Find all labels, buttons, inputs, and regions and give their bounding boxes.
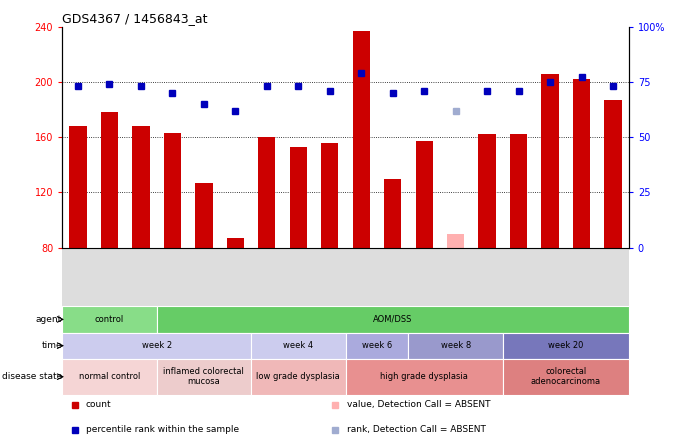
Bar <box>478 135 496 248</box>
Text: percentile rank within the sample: percentile rank within the sample <box>86 425 239 434</box>
Bar <box>415 141 433 248</box>
Bar <box>258 137 276 248</box>
Bar <box>101 112 118 248</box>
Bar <box>503 359 629 395</box>
Bar <box>251 333 346 359</box>
Bar <box>164 133 181 248</box>
Text: GDS4367 / 1456843_at: GDS4367 / 1456843_at <box>62 12 208 25</box>
Bar <box>62 359 157 395</box>
Bar <box>157 306 629 333</box>
Bar <box>132 126 149 248</box>
Bar <box>346 333 408 359</box>
Text: count: count <box>86 400 112 409</box>
Text: AOM/DSS: AOM/DSS <box>373 315 413 324</box>
Text: high grade dysplasia: high grade dysplasia <box>380 372 468 381</box>
Bar <box>384 178 401 248</box>
Text: normal control: normal control <box>79 372 140 381</box>
Bar <box>352 31 370 248</box>
Bar <box>573 79 590 248</box>
Text: week 6: week 6 <box>362 341 392 350</box>
Bar <box>510 135 527 248</box>
Text: low grade dysplasia: low grade dysplasia <box>256 372 340 381</box>
Text: inflamed colorectal
mucosa: inflamed colorectal mucosa <box>163 367 245 386</box>
Text: value, Detection Call = ABSENT: value, Detection Call = ABSENT <box>347 400 490 409</box>
Bar <box>195 182 213 248</box>
Text: time: time <box>41 341 62 350</box>
Bar <box>62 306 157 333</box>
Bar <box>290 147 307 248</box>
Bar <box>62 333 251 359</box>
Bar <box>605 100 622 248</box>
Text: week 8: week 8 <box>441 341 471 350</box>
Text: week 4: week 4 <box>283 341 313 350</box>
Text: rank, Detection Call = ABSENT: rank, Detection Call = ABSENT <box>347 425 486 434</box>
Bar <box>346 359 503 395</box>
Bar <box>503 333 629 359</box>
Text: disease state: disease state <box>2 372 62 381</box>
Bar <box>69 126 86 248</box>
Bar <box>542 74 559 248</box>
Text: week 20: week 20 <box>548 341 583 350</box>
Text: week 2: week 2 <box>142 341 171 350</box>
Bar <box>408 333 503 359</box>
Bar <box>321 143 339 248</box>
Text: agent: agent <box>36 315 62 324</box>
Bar <box>447 234 464 248</box>
Bar <box>157 359 251 395</box>
Bar <box>227 238 244 248</box>
Bar <box>251 359 346 395</box>
Text: colorectal
adenocarcinoma: colorectal adenocarcinoma <box>531 367 601 386</box>
Text: control: control <box>95 315 124 324</box>
